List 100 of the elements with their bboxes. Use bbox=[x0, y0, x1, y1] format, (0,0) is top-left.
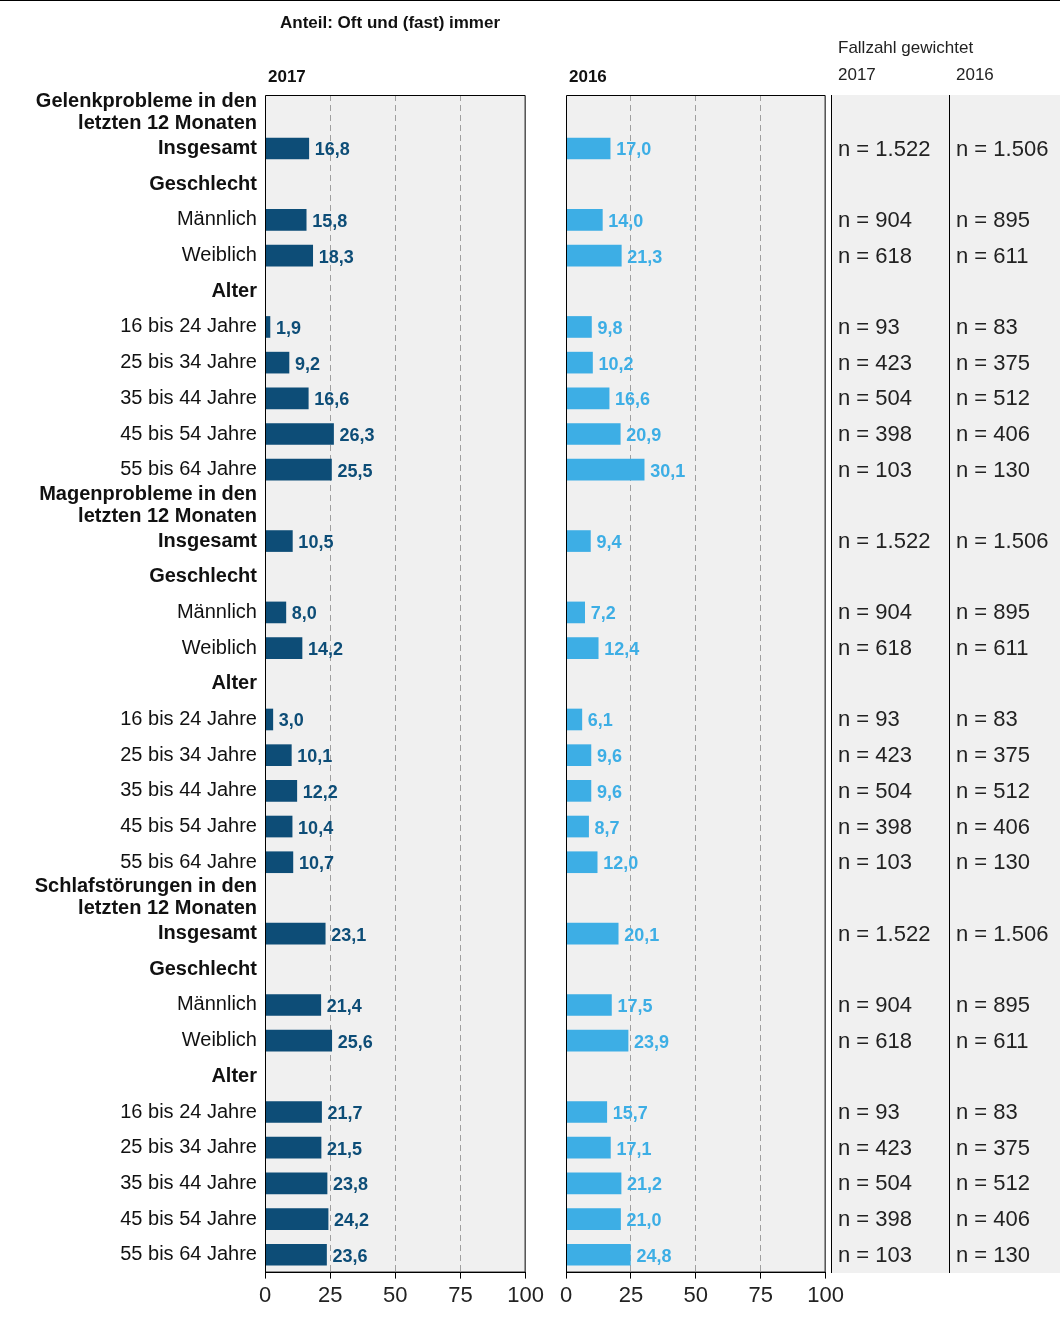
bar bbox=[265, 209, 307, 231]
text: n = 512 bbox=[956, 385, 1031, 412]
data-label: 6,1 bbox=[587, 710, 613, 731]
text: n = 423 bbox=[838, 742, 913, 769]
bar bbox=[566, 851, 598, 874]
data-label: 7,2 bbox=[590, 603, 616, 624]
y-tick-label: 55 bis 64 Jahre bbox=[120, 457, 257, 480]
y-tick-label: 25 bis 34 Jahre bbox=[120, 350, 257, 373]
data-label: 3,0 bbox=[278, 710, 304, 731]
text: n = 423 bbox=[838, 1134, 913, 1161]
data-label: 23,9 bbox=[634, 1031, 670, 1052]
x-tick-label: 100 bbox=[807, 1281, 845, 1307]
bar bbox=[566, 351, 593, 374]
bar bbox=[265, 994, 322, 1016]
data-label: 20,9 bbox=[626, 424, 662, 445]
data-label: 17,0 bbox=[616, 139, 652, 160]
text: n = 423 bbox=[838, 349, 913, 376]
bar bbox=[566, 780, 592, 802]
y-tick-label: Magenprobleme in den letzten 12 Monaten bbox=[39, 481, 257, 526]
text: n = 618 bbox=[838, 242, 913, 269]
bar bbox=[566, 601, 586, 624]
text: n = 406 bbox=[956, 813, 1031, 840]
text: n = 398 bbox=[838, 1206, 913, 1233]
bar bbox=[566, 316, 592, 338]
bar bbox=[265, 922, 326, 945]
text: n = 93 bbox=[838, 1099, 900, 1126]
text: n = 130 bbox=[956, 456, 1031, 483]
text: n = 83 bbox=[956, 706, 1018, 733]
x-tick-label: 25 bbox=[317, 1281, 343, 1307]
bar bbox=[566, 530, 591, 552]
y-tick-label: Geschlecht bbox=[149, 171, 258, 194]
text: n = 1.506 bbox=[956, 920, 1049, 947]
y-tick-label: Männlich bbox=[176, 599, 257, 622]
data-label: 21,3 bbox=[627, 246, 663, 267]
text: n = 504 bbox=[838, 1170, 913, 1197]
data-label: 10,7 bbox=[298, 853, 334, 874]
data-label: 21,5 bbox=[327, 1138, 363, 1159]
bar bbox=[265, 387, 309, 410]
text: n = 895 bbox=[956, 206, 1031, 233]
data-label: 10,2 bbox=[598, 353, 634, 374]
text: n = 904 bbox=[838, 991, 913, 1018]
data-label: 17,1 bbox=[616, 1138, 652, 1159]
bar bbox=[566, 815, 589, 838]
bar bbox=[566, 244, 622, 267]
text: 2017 bbox=[838, 65, 876, 85]
bar bbox=[265, 851, 294, 874]
bar bbox=[566, 1136, 611, 1159]
data-label: 15,7 bbox=[612, 1102, 648, 1123]
bar bbox=[265, 815, 293, 838]
data-label: 9,4 bbox=[596, 532, 622, 553]
text: n = 398 bbox=[838, 813, 913, 840]
y-tick-label: Alter bbox=[211, 278, 258, 301]
data-label: 9,8 bbox=[597, 317, 623, 338]
bar bbox=[566, 922, 619, 945]
bar bbox=[566, 458, 645, 481]
y-tick-label: Weiblich bbox=[181, 635, 257, 658]
x-tick-label: 50 bbox=[383, 1281, 408, 1307]
x-tick-label: 0 bbox=[559, 1281, 573, 1307]
bar bbox=[566, 994, 612, 1016]
text: n = 504 bbox=[838, 385, 913, 412]
y-tick-label: Insgesamt bbox=[158, 921, 258, 944]
data-label: 26,3 bbox=[339, 424, 375, 445]
bar bbox=[265, 530, 293, 552]
data-label: 10,5 bbox=[298, 532, 334, 553]
x-tick-label: 0 bbox=[258, 1281, 272, 1307]
data-label: 18,3 bbox=[318, 246, 354, 267]
bar bbox=[265, 1172, 328, 1195]
text: n = 398 bbox=[838, 421, 913, 447]
text: n = 83 bbox=[956, 1099, 1018, 1126]
x-tick-label: 75 bbox=[448, 1281, 473, 1307]
y-tick-label: 16 bis 24 Jahre bbox=[120, 707, 257, 729]
bar bbox=[566, 209, 603, 231]
data-label: 24,8 bbox=[636, 1245, 672, 1266]
y-tick-label: 25 bis 34 Jahre bbox=[120, 1135, 257, 1158]
x-tick-label: 25 bbox=[618, 1281, 644, 1307]
data-label: 23,8 bbox=[333, 1174, 369, 1195]
chart-title: 2017 bbox=[268, 67, 306, 86]
chart-subtitle: Anteil: Oft und (fast) immer bbox=[280, 13, 501, 32]
text: n = 375 bbox=[956, 349, 1031, 376]
data-label: 23,6 bbox=[332, 1245, 368, 1266]
text: n = 1.506 bbox=[956, 528, 1049, 555]
data-label: 12,0 bbox=[603, 853, 639, 874]
bar bbox=[566, 1172, 622, 1195]
text: n = 83 bbox=[956, 313, 1018, 340]
data-label: 14,2 bbox=[308, 639, 344, 660]
x-tick-label: 100 bbox=[507, 1281, 545, 1307]
y-tick-label: Insgesamt bbox=[158, 136, 258, 159]
y-tick-label: Männlich bbox=[176, 207, 257, 230]
bar bbox=[566, 708, 583, 731]
y-tick-label: 16 bis 24 Jahre bbox=[120, 314, 257, 337]
y-tick-label: Insgesamt bbox=[158, 528, 258, 551]
chart-title: 2016 bbox=[569, 67, 607, 86]
bar bbox=[566, 1101, 608, 1123]
data-label: 12,2 bbox=[302, 781, 338, 802]
bar bbox=[265, 351, 290, 374]
bar bbox=[265, 601, 287, 624]
y-tick-label: Männlich bbox=[176, 992, 257, 1015]
y-tick-label: Alter bbox=[211, 1063, 258, 1086]
text: n = 611 bbox=[956, 242, 1029, 269]
text: n = 93 bbox=[838, 313, 900, 340]
